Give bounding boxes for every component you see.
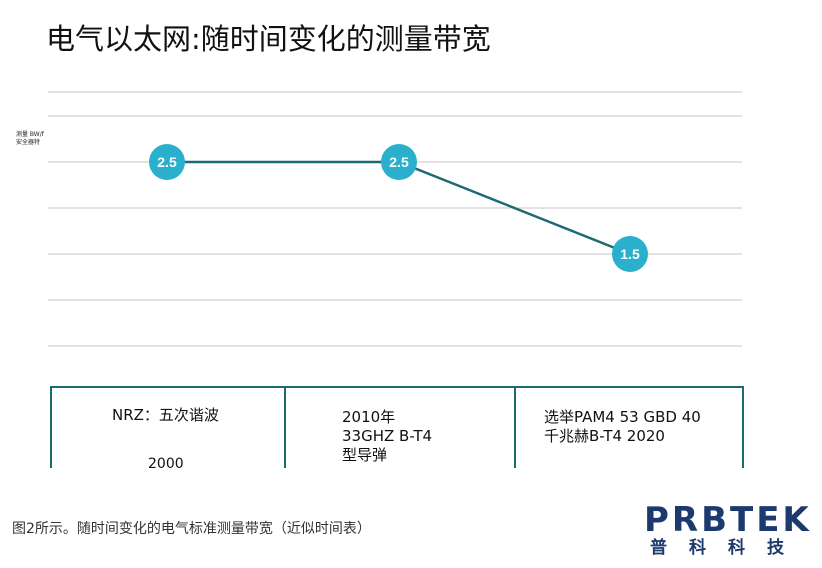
era-cell-pam4: 选举PAM4 53 GBD 40 千兆赫B-T4 2020 — [514, 388, 744, 468]
logo-chinese: 普科科技 — [650, 538, 806, 558]
data-label: 2.5 — [157, 154, 177, 170]
series-line-segment — [398, 160, 631, 256]
data-label: 1.5 — [620, 246, 640, 262]
era-label: 2010年 33GHZ B-T4 型导弹 — [342, 408, 433, 464]
era-cell-2010: 2010年 33GHZ B-T4 型导弹 — [284, 388, 514, 468]
figure-caption: 图2所示。随时间变化的电气标准测量带宽（近似时间表） — [12, 521, 371, 537]
data-point — [381, 144, 417, 180]
logo-wordmark: PRBTEK — [644, 500, 812, 540]
y-axis-label: 测量 BW/f 安全器特 — [16, 131, 44, 146]
era-label: NRZ：五次谐波 — [112, 406, 219, 424]
era-table: NRZ：五次谐波 2000 2010年 33GHZ B-T4 型导弹 选举PAM… — [50, 386, 744, 472]
data-label: 2.5 — [389, 154, 409, 170]
era-year: 2000 — [148, 456, 184, 472]
era-label: 选举PAM4 53 GBD 40 千兆赫B-T4 2020 — [544, 408, 701, 445]
line-chart: 2.5 2.5 1.5 — [48, 91, 742, 347]
data-point — [149, 144, 185, 180]
brand-logo: PRBTEK 普科科技 — [644, 502, 814, 558]
era-cell-nrz: NRZ：五次谐波 2000 — [50, 388, 284, 472]
chart-title: 电气以太网:随时间变化的测量带宽 — [46, 22, 491, 56]
data-point — [612, 236, 648, 272]
